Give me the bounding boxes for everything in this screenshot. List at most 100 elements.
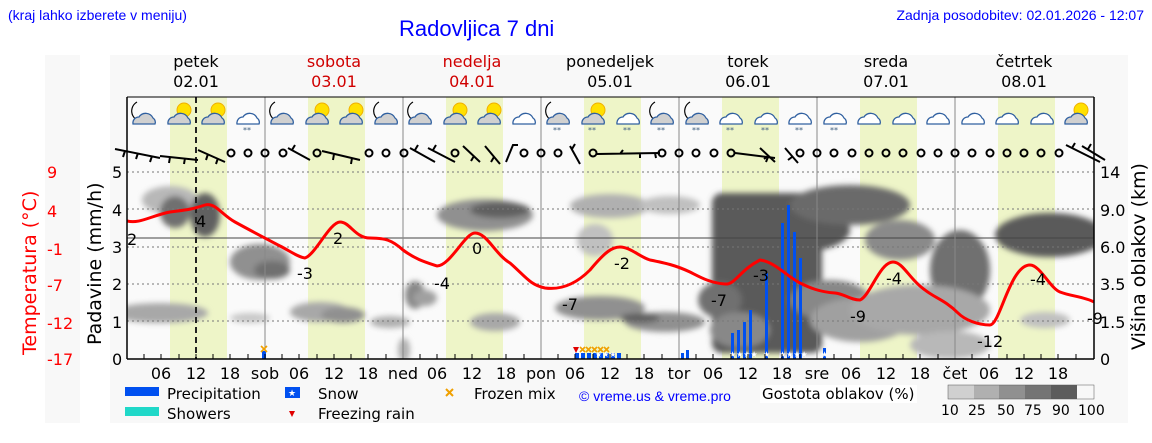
svg-text:3: 3 [112, 238, 122, 257]
svg-text:-7: -7 [711, 291, 727, 310]
svg-text:4: 4 [47, 202, 57, 221]
wind-barbs [114, 142, 1106, 165]
cloud-icon [1030, 112, 1054, 125]
svg-text:12: 12 [1014, 364, 1034, 383]
svg-text:★: ★ [763, 350, 770, 359]
svg-text:-17: -17 [47, 350, 73, 369]
svg-text:50: 50 [997, 403, 1015, 419]
cloud-density-ticks: 10 25 50 75 90 100 [941, 403, 1105, 419]
svg-text:2: 2 [112, 275, 122, 294]
svg-text:5: 5 [112, 163, 122, 182]
svg-text:3.5: 3.5 [1100, 275, 1125, 294]
svg-text:18: 18 [1048, 364, 1068, 383]
svg-text:★: ★ [821, 350, 828, 359]
svg-text:14: 14 [1100, 163, 1120, 182]
legend-showers-swatch [125, 407, 159, 416]
left-temp-panel [45, 55, 80, 423]
svg-text:ned: ned [388, 364, 418, 383]
day-header-4: torek 06.01 [725, 52, 771, 91]
svg-text:-4: -4 [1030, 270, 1046, 289]
region-menu-hint[interactable]: (kraj lahko izberete v meniju) [8, 7, 187, 23]
svg-text:**: ** [830, 126, 838, 135]
sun-cloud-icon [304, 102, 330, 125]
svg-text:100: 100 [1078, 403, 1105, 419]
svg-text:06: 06 [565, 364, 585, 383]
svg-text:9.0: 9.0 [1100, 201, 1125, 220]
cloud-snow-icon: ** [235, 112, 260, 135]
cloud-snow-icon: ** [788, 112, 813, 135]
svg-text:-1: -1 [47, 240, 63, 259]
svg-text:18: 18 [358, 364, 378, 383]
temperature-axis-label: Temperatura (°C) [19, 191, 41, 356]
page-title: Radovljica 7 dni [399, 16, 555, 41]
svg-text:2: 2 [333, 229, 343, 248]
svg-text:**: ** [243, 126, 251, 135]
temperature-labels: 2 4 -3 2 -4 0 -7 -2 -7 -3 -9 -4 -12 -4 -… [127, 212, 1103, 351]
x-ticks [143, 354, 1077, 359]
cloud-icon [926, 112, 951, 125]
frozen-mix-markers [260, 345, 610, 353]
cloud-snow-icon: ** [753, 112, 778, 135]
moon-cloud-snow-icon: ** [545, 101, 571, 135]
sun-cloud-icon [339, 102, 364, 125]
cloud-density-label: Gostota oblakov (%) [760, 385, 917, 403]
cloud-icon [857, 112, 882, 125]
svg-text:6.0: 6.0 [1100, 238, 1125, 257]
weather-icons-row: ** ** ** ** ** ** ** ** ** ** [127, 98, 1094, 138]
svg-text:-9: -9 [1087, 309, 1103, 328]
svg-text:**: ** [623, 126, 631, 135]
svg-text:-4: -4 [886, 269, 902, 288]
svg-text:06: 06 [151, 364, 171, 383]
svg-text:sob: sob [251, 364, 279, 383]
svg-text:-3: -3 [753, 266, 769, 285]
precipitation-axis-label: Padavine (mm/h) [84, 182, 106, 345]
moon-cloud-icon [407, 101, 433, 125]
gridlines [127, 171, 1094, 322]
day-header-6: četrtek 08.01 [995, 52, 1053, 91]
freezing-rain-marker [573, 347, 579, 353]
precipitation-ticks: 5 4 3 2 1 0 [112, 163, 122, 369]
cloud-icon [961, 112, 985, 125]
svg-text:06: 06 [289, 364, 309, 383]
temperature-ticks: 9 4 -1 -7 -12 -17 [47, 163, 73, 369]
svg-text:-12: -12 [977, 332, 1003, 351]
cloud-icon [892, 112, 916, 125]
sun-cloud-icon [1064, 102, 1089, 125]
svg-text:-7: -7 [47, 276, 63, 295]
legend-precipitation-swatch [125, 387, 159, 396]
svg-text:★★★★: ★★★★ [779, 350, 808, 359]
day-header-2: nedelja 04.01 [442, 52, 502, 91]
cloud-snow-icon: ** [615, 112, 640, 135]
svg-text:tor: tor [668, 364, 691, 383]
cloud-snow-icon: ** [719, 112, 744, 135]
svg-text:-12: -12 [47, 314, 73, 333]
svg-text:12: 12 [876, 364, 896, 383]
moon-cloud-snow-icon: ** [649, 101, 674, 135]
svg-text:4: 4 [112, 201, 122, 220]
legend-freezing-rain-icon [289, 411, 295, 417]
svg-text:**: ** [726, 126, 734, 135]
cloud-height-axis-label: Višina oblakov (km) [1128, 163, 1150, 350]
sun-cloud-icon [443, 102, 468, 125]
svg-text:-2: -2 [614, 254, 630, 273]
legend-frozen-mix-icon [445, 388, 454, 397]
svg-text:12: 12 [462, 364, 482, 383]
svg-text:25: 25 [968, 403, 986, 419]
svg-text:06: 06 [703, 364, 723, 383]
x-tick-labels: 06 12 18 sob 06 12 18 ned 06 12 18 pon 0… [151, 364, 1068, 383]
svg-text:★★★★: ★★★★ [729, 350, 758, 359]
svg-text:★★★: ★★★ [595, 350, 617, 359]
svg-text:**: ** [795, 126, 803, 135]
cloud-height-ticks: 14 9.0 6.0 3.5 1.5 0 [1100, 163, 1125, 369]
snow-markers: ★★★ ★★★★ ★ ★★★★ ★ [595, 350, 828, 359]
moon-cloud-icon [372, 101, 398, 125]
copyright-link[interactable]: © vreme.us & vreme.pro [579, 388, 731, 404]
svg-text:18: 18 [220, 364, 240, 383]
legend-snow: Snow [318, 385, 359, 403]
svg-text:**: ** [553, 126, 561, 135]
svg-text:4: 4 [196, 212, 206, 231]
last-update: Zadnja posodobitev: 02.01.2026 - 12:07 [896, 7, 1144, 23]
legend-frozen-mix: Frozen mix [474, 385, 556, 403]
svg-text:-9: -9 [850, 307, 866, 326]
